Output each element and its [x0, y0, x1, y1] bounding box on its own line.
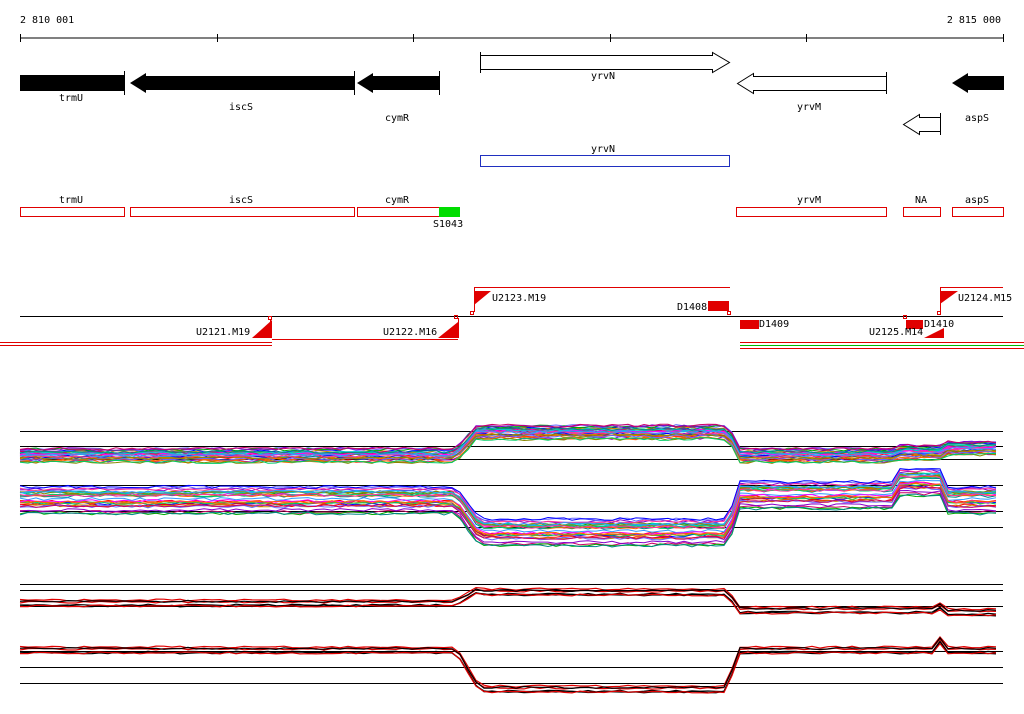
svg-text:yrvN: yrvN [591, 144, 615, 155]
summary-trace [19, 635, 997, 688]
profile-trace [19, 482, 997, 536]
svg-text:D1410: D1410 [924, 319, 954, 330]
gene-arrow-aspS[interactable]: aspS [952, 73, 1004, 124]
gene-track: trmU iscS cymR yrvN yrvM [20, 51, 1004, 136]
site-marker-S1043[interactable]: S1043 [433, 207, 463, 230]
profile-trace [19, 432, 997, 460]
gene-arrow-yrvM[interactable]: yrvM [736, 72, 887, 113]
expression-profiles-bottom [19, 584, 1003, 694]
expression-profiles-top [19, 423, 1003, 548]
svg-text:cymR: cymR [385, 195, 410, 206]
segment-start-U2124.M15[interactable]: U2124.M15 [940, 287, 1012, 312]
profile-trace [19, 472, 997, 526]
profile-trace [19, 431, 997, 459]
ruler-end-label: 2 815 000 [947, 15, 1001, 26]
svg-text:iscS: iscS [229, 102, 253, 113]
segment-start-U2123.M19[interactable]: U2123.M19 [470, 287, 547, 315]
svg-text:yrvN: yrvN [591, 71, 615, 82]
profile-trace [19, 436, 997, 464]
segment-end-D1410[interactable]: D1410 [924, 311, 954, 331]
profile-trace [19, 474, 997, 530]
segment-start-U2125.M14[interactable]: U2125.M14 [869, 315, 944, 339]
summary-trace [20, 642, 997, 694]
segment-start-U2122.M16[interactable]: U2122.M16 [383, 315, 459, 339]
ruler-start-label: 2 810 001 [20, 15, 74, 26]
svg-text:U2122.M16: U2122.M16 [383, 327, 437, 338]
profile-trace [19, 489, 997, 544]
summary-trace [20, 592, 997, 617]
svg-text:yrvM: yrvM [797, 102, 821, 113]
svg-text:yrvM: yrvM [797, 195, 821, 206]
gene-arrow-unnamed[interactable] [902, 113, 941, 136]
svg-text:D1408: D1408 [677, 302, 707, 313]
profile-trace [19, 468, 997, 521]
annotation-box-yrvM[interactable]: yrvM [736, 195, 887, 217]
svg-text:S1043: S1043 [433, 219, 463, 230]
segment-end-D1409[interactable]: D1409 [740, 319, 789, 330]
profile-trace [19, 430, 997, 458]
svg-text:trmU: trmU [59, 195, 83, 206]
annotation-track: trmU iscS cymR S1043 yrvM NA aspS [20, 195, 1004, 230]
annotation-box-cymR[interactable]: cymR [357, 195, 440, 217]
svg-text:U2124.M15: U2124.M15 [958, 293, 1012, 304]
profile-trace [19, 479, 997, 534]
svg-text:D1409: D1409 [759, 319, 789, 330]
annotation-box-trmU[interactable]: trmU [20, 195, 125, 217]
annotation-box-aspS[interactable]: aspS [952, 195, 1004, 217]
profile-trace [19, 423, 997, 451]
gene-arrow-iscS[interactable]: iscS [130, 71, 355, 113]
annotation-box-NA[interactable]: NA [903, 195, 941, 217]
summary-trace [19, 591, 997, 616]
profile-trace [19, 493, 997, 548]
highlight-gene-yrvN[interactable]: yrvN [480, 144, 730, 167]
svg-text:NA: NA [915, 195, 927, 206]
svg-text:U2121.M19: U2121.M19 [196, 327, 250, 338]
profile-trace [19, 469, 997, 524]
gene-arrow-trmU[interactable]: trmU [20, 71, 125, 104]
segment-start-U2121.M19[interactable]: U2121.M19 [196, 316, 272, 339]
svg-text:U2125.M14: U2125.M14 [869, 327, 923, 338]
svg-text:trmU: trmU [59, 93, 83, 104]
gene-arrow-cymR[interactable]: cymR [357, 71, 440, 124]
profile-trace [19, 436, 996, 464]
summary-trace [19, 636, 997, 690]
profile-trace [19, 483, 997, 538]
segment-end-D1408[interactable]: D1408 [677, 301, 731, 315]
svg-text:aspS: aspS [965, 113, 989, 124]
annotation-box-iscS[interactable]: iscS [130, 195, 355, 217]
segment-track: U2121.M19 U2122.M16 U2123.M19 D1408 D140… [0, 287, 1024, 349]
svg-text:U2123.M19: U2123.M19 [492, 293, 546, 304]
profile-trace [19, 486, 997, 540]
summary-trace [19, 588, 997, 612]
profile-trace [19, 427, 997, 455]
svg-text:aspS: aspS [965, 195, 989, 206]
gene-arrow-yrvN[interactable]: yrvN [480, 51, 731, 82]
profile-trace [19, 424, 997, 452]
svg-text:cymR: cymR [385, 113, 410, 124]
coordinate-ruler: 2 810 001 2 815 000 [20, 15, 1004, 42]
svg-text:iscS: iscS [229, 195, 253, 206]
